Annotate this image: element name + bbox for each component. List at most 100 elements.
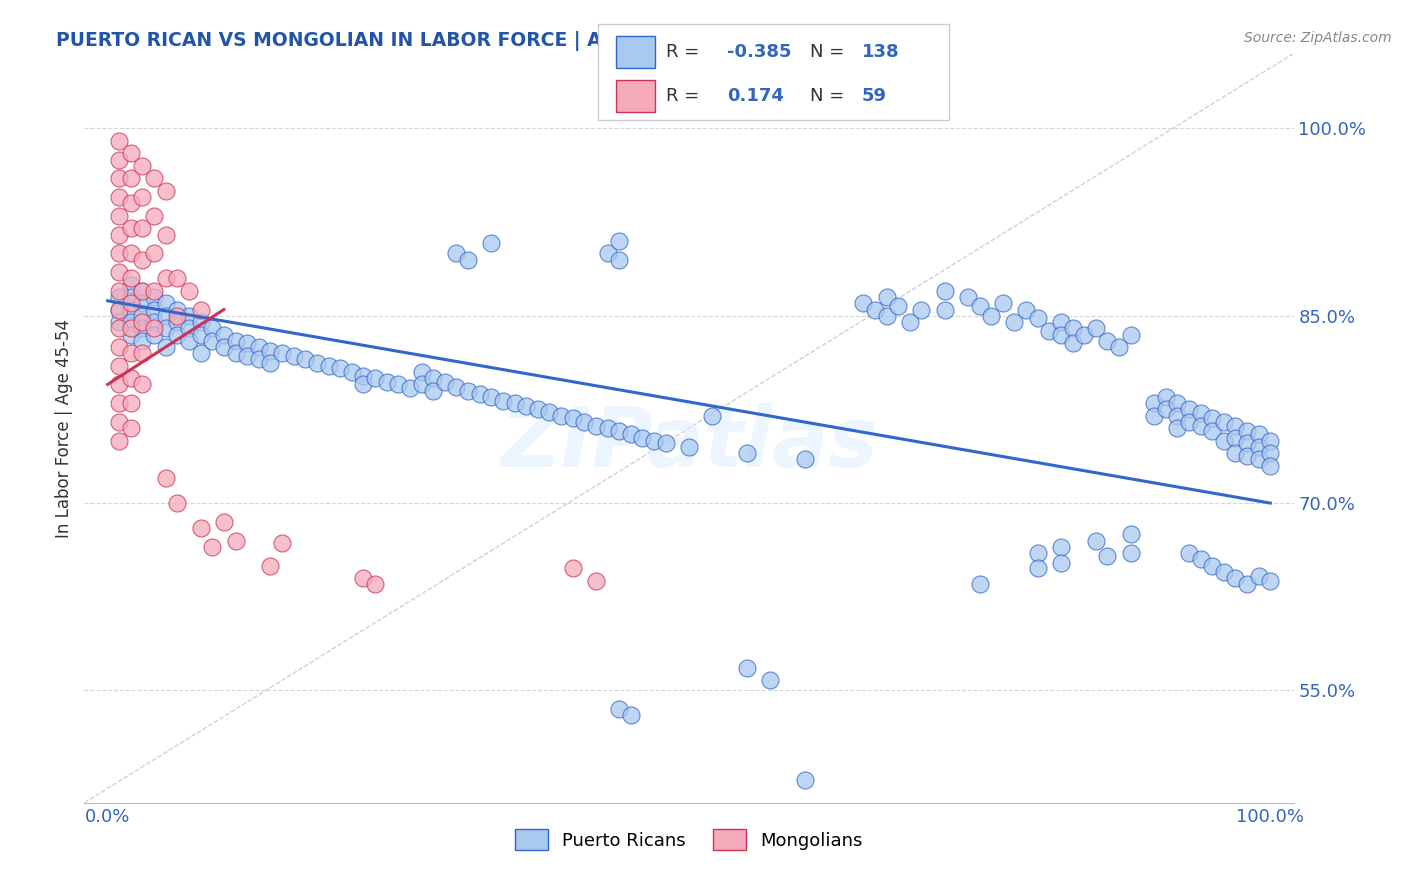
Point bbox=[271, 346, 294, 360]
Point bbox=[108, 321, 131, 335]
Point bbox=[120, 296, 142, 310]
Point bbox=[1236, 577, 1258, 591]
Point bbox=[120, 146, 142, 161]
Point bbox=[166, 327, 188, 342]
Point bbox=[177, 309, 200, 323]
Point bbox=[1189, 418, 1212, 433]
Point bbox=[120, 327, 142, 342]
Point bbox=[503, 396, 526, 410]
Point bbox=[643, 434, 665, 448]
Point bbox=[1026, 546, 1049, 560]
Point bbox=[735, 661, 758, 675]
Point bbox=[1225, 431, 1247, 445]
Point bbox=[131, 159, 153, 173]
Y-axis label: In Labor Force | Age 45-54: In Labor Force | Age 45-54 bbox=[55, 318, 73, 538]
Point bbox=[654, 436, 676, 450]
Point bbox=[177, 284, 200, 298]
Point bbox=[108, 359, 131, 373]
Point bbox=[120, 277, 142, 292]
Point bbox=[143, 327, 166, 342]
Point bbox=[1119, 527, 1142, 541]
Point bbox=[561, 411, 583, 425]
Text: R =: R = bbox=[666, 43, 706, 62]
Point bbox=[422, 371, 444, 385]
Point bbox=[155, 184, 177, 198]
Point bbox=[143, 246, 166, 260]
Point bbox=[479, 390, 502, 404]
Point bbox=[1247, 568, 1270, 582]
Point bbox=[131, 252, 153, 267]
Point bbox=[457, 384, 479, 398]
Point bbox=[120, 396, 142, 410]
Point bbox=[607, 234, 630, 248]
Point bbox=[108, 302, 131, 317]
Point bbox=[1084, 321, 1107, 335]
Point bbox=[1143, 396, 1166, 410]
Point bbox=[1062, 336, 1084, 351]
Point bbox=[1212, 415, 1234, 429]
Point bbox=[259, 558, 281, 573]
Point bbox=[492, 393, 515, 408]
Point bbox=[108, 134, 131, 148]
Point bbox=[143, 290, 166, 304]
Point bbox=[201, 334, 224, 348]
Point bbox=[120, 196, 142, 211]
Point bbox=[120, 221, 142, 235]
Point bbox=[131, 315, 153, 329]
Point bbox=[1004, 315, 1026, 329]
Point bbox=[190, 521, 212, 535]
Point bbox=[259, 356, 281, 370]
Point bbox=[1258, 434, 1281, 448]
Point bbox=[166, 309, 188, 323]
Point bbox=[318, 359, 340, 373]
Point bbox=[340, 365, 363, 379]
Point bbox=[294, 352, 316, 367]
Point bbox=[166, 496, 188, 510]
Point bbox=[190, 302, 212, 317]
Point bbox=[131, 296, 153, 310]
Point bbox=[1166, 421, 1188, 435]
Point bbox=[143, 209, 166, 223]
Point bbox=[143, 284, 166, 298]
Point bbox=[1143, 409, 1166, 423]
Point bbox=[991, 296, 1014, 310]
Text: 59: 59 bbox=[862, 87, 887, 105]
Point bbox=[1189, 552, 1212, 566]
Point bbox=[1212, 434, 1234, 448]
Point bbox=[364, 371, 387, 385]
Point bbox=[225, 334, 247, 348]
Point bbox=[120, 302, 142, 317]
Text: N =: N = bbox=[810, 43, 849, 62]
Point bbox=[155, 227, 177, 242]
Point bbox=[177, 334, 200, 348]
Point bbox=[166, 302, 188, 317]
Point bbox=[212, 515, 235, 529]
Point bbox=[247, 340, 270, 354]
Point bbox=[143, 302, 166, 317]
Point bbox=[1119, 546, 1142, 560]
Point bbox=[1189, 406, 1212, 420]
Point bbox=[352, 368, 374, 383]
Point bbox=[1154, 402, 1177, 417]
Point bbox=[1026, 311, 1049, 326]
Point bbox=[596, 246, 619, 260]
Point bbox=[399, 381, 422, 395]
Point bbox=[607, 702, 630, 716]
Point bbox=[131, 334, 153, 348]
Point bbox=[108, 315, 131, 329]
Point bbox=[108, 415, 131, 429]
Point bbox=[236, 336, 259, 351]
Point bbox=[259, 343, 281, 358]
Point bbox=[678, 440, 700, 454]
Point bbox=[190, 346, 212, 360]
Point bbox=[212, 327, 235, 342]
Point bbox=[1097, 334, 1119, 348]
Point bbox=[515, 399, 537, 413]
Point bbox=[1050, 315, 1073, 329]
Point bbox=[863, 302, 886, 317]
Point bbox=[247, 352, 270, 367]
Point bbox=[1038, 324, 1060, 338]
Point bbox=[155, 296, 177, 310]
Point bbox=[1201, 424, 1223, 438]
Point bbox=[1050, 327, 1073, 342]
